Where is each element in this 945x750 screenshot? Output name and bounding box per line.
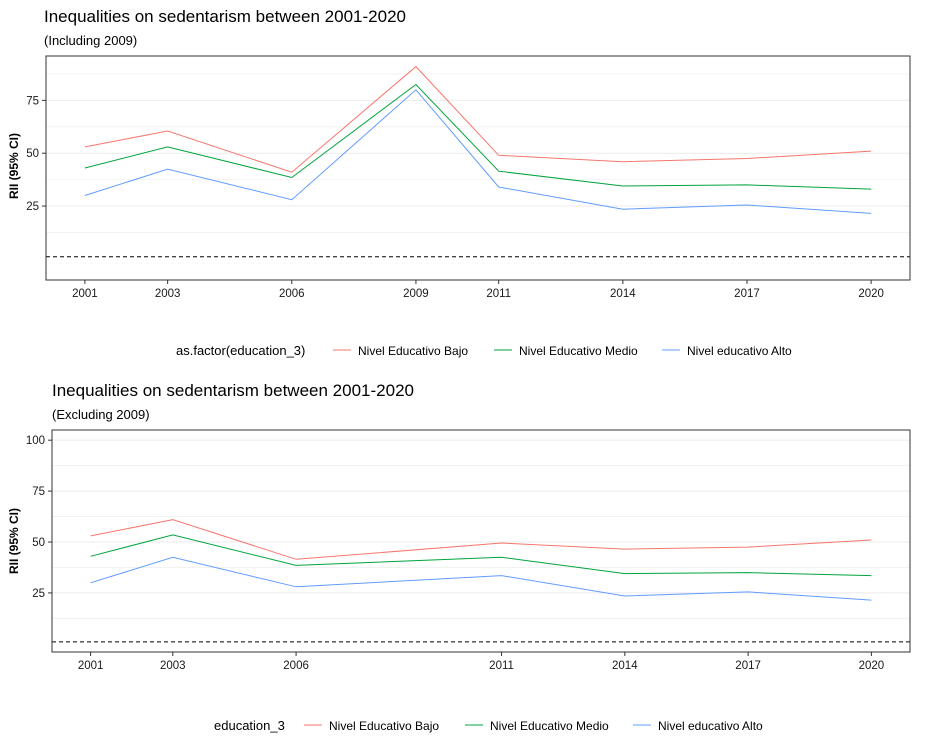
series-line-alto — [84, 89, 872, 214]
chart-1-legend-label-medio: Nivel Educativo Medio — [519, 344, 638, 358]
chart-2-y-axis-label: RII (95% CI) — [7, 508, 21, 574]
x-tick-label: 2003 — [155, 288, 181, 300]
x-tick-label: 2003 — [160, 660, 186, 672]
chart-2-legend: education_3 Nivel Educativo Bajo Nivel E… — [214, 718, 763, 733]
y-tick-label: 25 — [26, 201, 39, 213]
chart-2-subtitle: (Excluding 2009) — [52, 407, 150, 422]
chart-1-y-axis-label: RII (95% CI) — [7, 133, 21, 199]
x-tick-label: 2011 — [489, 660, 514, 672]
chart-1-plot-area: 25 50 75 2001 2003 2006 2009 2011 2014 2017 2020 — [26, 55, 911, 300]
y-tick-label: 50 — [32, 537, 45, 549]
series-line-bajo — [90, 519, 872, 560]
chart-1-legend-label-alto: Nivel educativo Alto — [687, 344, 792, 358]
x-tick-label: 2017 — [735, 660, 761, 672]
chart-1-legend-title: as.factor(education_3) — [176, 343, 305, 358]
x-tick-label: 2001 — [78, 660, 104, 672]
chart-1-subtitle: (Including 2009) — [44, 33, 137, 48]
y-tick-label: 25 — [32, 588, 45, 600]
x-tick-label: 2014 — [610, 288, 636, 300]
chart-2-plot-area: 25 50 75 100 2001 2003 2006 2011 2014 2017 2020 — [26, 429, 911, 672]
x-tick-label: 2011 — [486, 288, 511, 300]
chart-2-legend-label-alto: Nivel educativo Alto — [658, 719, 763, 733]
chart-2-title: Inequalities on sedentarism between 2001… — [52, 381, 414, 400]
series-line-alto — [90, 556, 872, 601]
x-tick-label: 2006 — [283, 660, 309, 672]
x-tick-label: 2001 — [72, 288, 98, 300]
x-tick-label: 2006 — [279, 288, 305, 300]
x-tick-label: 2017 — [734, 288, 760, 300]
y-tick-label: 100 — [26, 435, 45, 447]
y-tick-label: 75 — [26, 95, 39, 107]
series-line-bajo — [84, 65, 872, 173]
chart-1-legend-label-bajo: Nivel Educativo Bajo — [358, 344, 468, 358]
chart-1-legend: as.factor(education_3) Nivel Educativo B… — [176, 343, 792, 358]
x-tick-label: 2020 — [859, 660, 885, 672]
series-line-medio — [90, 534, 872, 577]
chart-2-legend-label-bajo: Nivel Educativo Bajo — [329, 719, 439, 733]
chart-2-legend-title: education_3 — [214, 718, 285, 733]
panel-border — [45, 55, 911, 281]
x-tick-label: 2020 — [858, 288, 884, 300]
chart-excluding-2009: Inequalities on sedentarism between 2001… — [7, 381, 911, 733]
series-line-medio — [84, 83, 872, 190]
y-tick-label: 50 — [26, 148, 39, 160]
chart-2-legend-label-medio: Nivel Educativo Medio — [490, 719, 609, 733]
chart-including-2009: Inequalities on sedentarism between 2001… — [7, 7, 911, 358]
y-tick-label: 75 — [32, 486, 45, 498]
x-tick-label: 2014 — [612, 660, 638, 672]
x-tick-label: 2009 — [403, 288, 429, 300]
chart-1-title: Inequalities on sedentarism between 2001… — [44, 7, 406, 26]
panel-border — [51, 429, 911, 653]
